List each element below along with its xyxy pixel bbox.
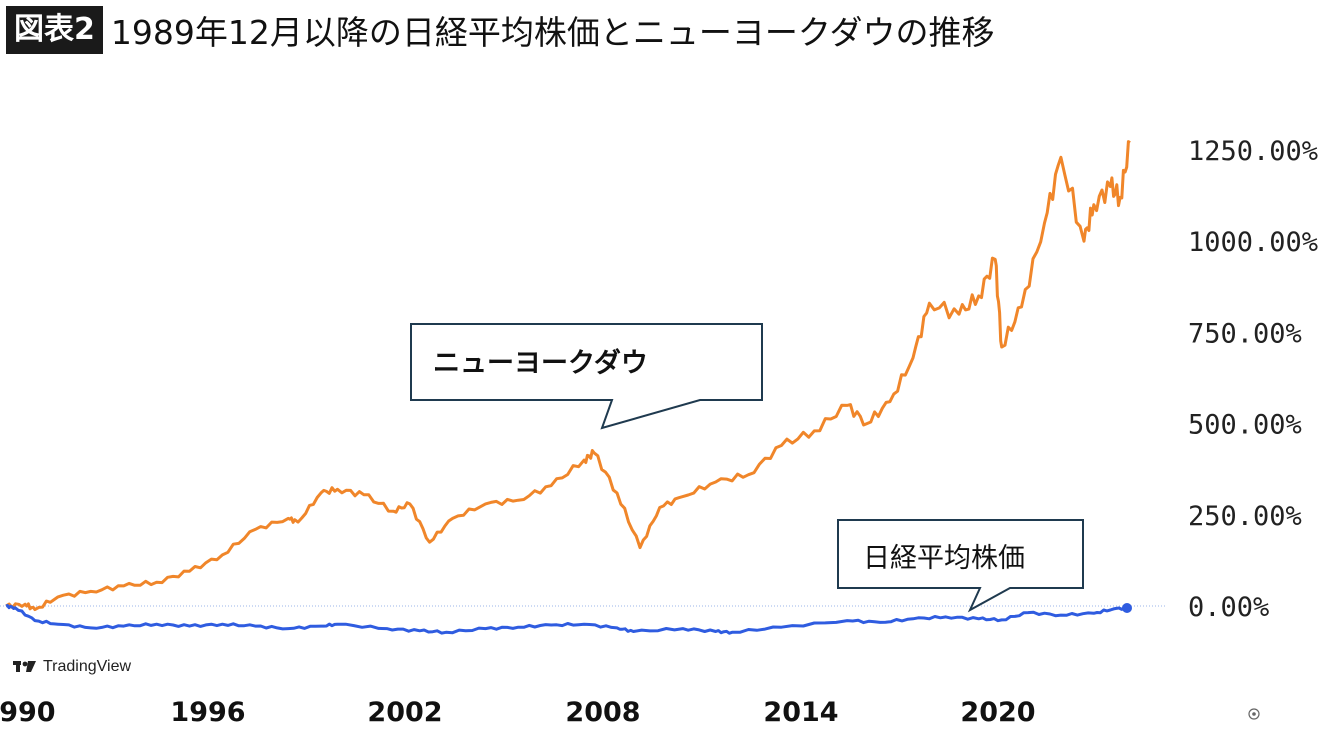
callout-dow-box: [410, 323, 763, 430]
callout-nikkei: 日経平均株価: [837, 519, 1084, 613]
y-tick-label: 1000.00%: [1188, 227, 1318, 258]
y-tick-label: 0.00%: [1188, 592, 1269, 623]
figure-badge: 図表2: [6, 6, 103, 54]
x-axis-ticks: 1990 1996 2002 2008 2014 2020: [0, 697, 1036, 728]
title-row: 図表2 1989年12月以降の日経平均株価とニューヨークダウの推移: [6, 6, 995, 54]
x-tick-label: 2014: [763, 697, 838, 728]
x-tick-label: 2020: [960, 697, 1035, 728]
dow-series-line: [5, 140, 1131, 612]
y-tick-label: 750.00%: [1188, 318, 1302, 349]
x-tick-label: 1990: [0, 697, 56, 728]
settings-small-icon[interactable]: [1248, 708, 1260, 720]
y-axis-ticks: 0.00% 250.00% 500.00% 750.00% 1000.00% 1250.0…: [1188, 136, 1318, 623]
callout-dow-label: ニューヨークダウ: [433, 347, 648, 379]
series-layer: [5, 140, 1132, 635]
x-tick-label: 1996: [170, 697, 245, 728]
callout-dow: ニューヨークダウ: [410, 323, 763, 430]
tradingview-watermark: TradingView: [13, 658, 131, 675]
callout-nikkei-box: [837, 519, 1084, 613]
x-tick-label: 2002: [367, 697, 442, 728]
tradingview-logo-icon: [13, 661, 36, 672]
figure-title: 1989年12月以降の日経平均株価とニューヨークダウの推移: [110, 13, 995, 52]
y-tick-label: 500.00%: [1188, 410, 1302, 441]
x-tick-label: 2008: [565, 697, 640, 728]
nikkei-series-line: [5, 604, 1131, 635]
y-tick-label: 250.00%: [1188, 501, 1302, 532]
callout-nikkei-label: 日経平均株価: [863, 543, 1025, 574]
tradingview-label: TradingView: [43, 658, 131, 675]
nikkei-last-point: [1122, 603, 1132, 613]
y-tick-label: 1250.00%: [1188, 136, 1318, 167]
